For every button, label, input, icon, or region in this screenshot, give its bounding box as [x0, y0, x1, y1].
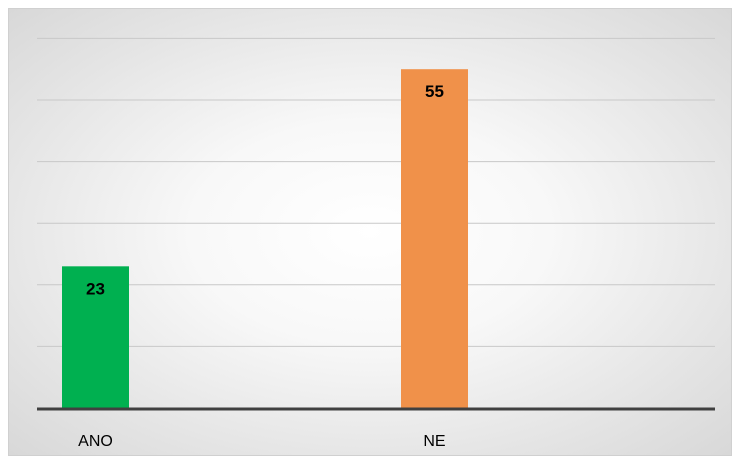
chart-container: 23 55 ANO NE — [8, 8, 732, 456]
data-label-ne: 55 — [425, 82, 444, 101]
data-labels: 23 55 — [86, 82, 444, 298]
category-labels: ANO NE — [78, 433, 445, 450]
bar-ne — [401, 69, 468, 408]
bars — [62, 69, 468, 408]
bar-chart: 23 55 ANO NE — [37, 37, 715, 450]
bar-ano — [62, 266, 129, 408]
category-label-ne: NE — [423, 433, 445, 450]
gridlines — [37, 37, 715, 347]
category-label-ano: ANO — [78, 433, 113, 450]
data-label-ano: 23 — [86, 279, 105, 298]
